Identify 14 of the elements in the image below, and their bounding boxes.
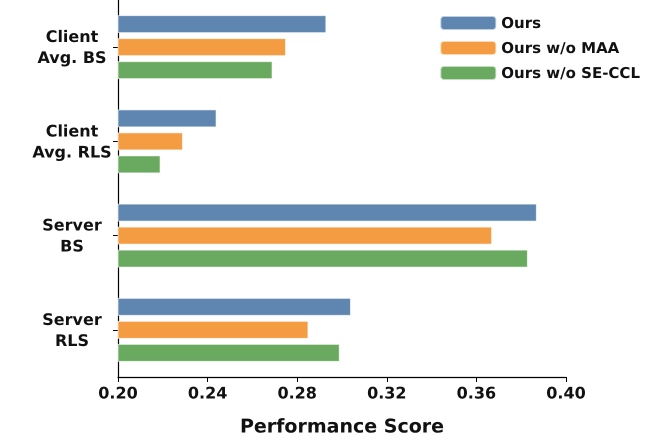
legend-label: Ours bbox=[501, 14, 542, 32]
x-tick-label: 0.40 bbox=[546, 384, 586, 402]
y-tick-label: Client Avg. BS bbox=[37, 27, 107, 68]
x-tick-label: 0.28 bbox=[277, 384, 317, 402]
legend-label: Ours w/o MAA bbox=[501, 39, 620, 57]
y-tick-label: Client Avg. RLS bbox=[32, 121, 112, 162]
y-tick-label: Server RLS bbox=[42, 310, 102, 350]
x-tick-label: 0.32 bbox=[367, 384, 407, 402]
y-tick-label: Server BS bbox=[42, 216, 102, 256]
x-axis-title: Performance Score bbox=[240, 416, 444, 438]
x-tick-label: 0.36 bbox=[456, 384, 496, 402]
x-tick-label: 0.24 bbox=[188, 384, 228, 402]
x-tick-label: 0.20 bbox=[98, 384, 138, 402]
legend-label: Ours w/o SE-CCL bbox=[501, 64, 640, 82]
